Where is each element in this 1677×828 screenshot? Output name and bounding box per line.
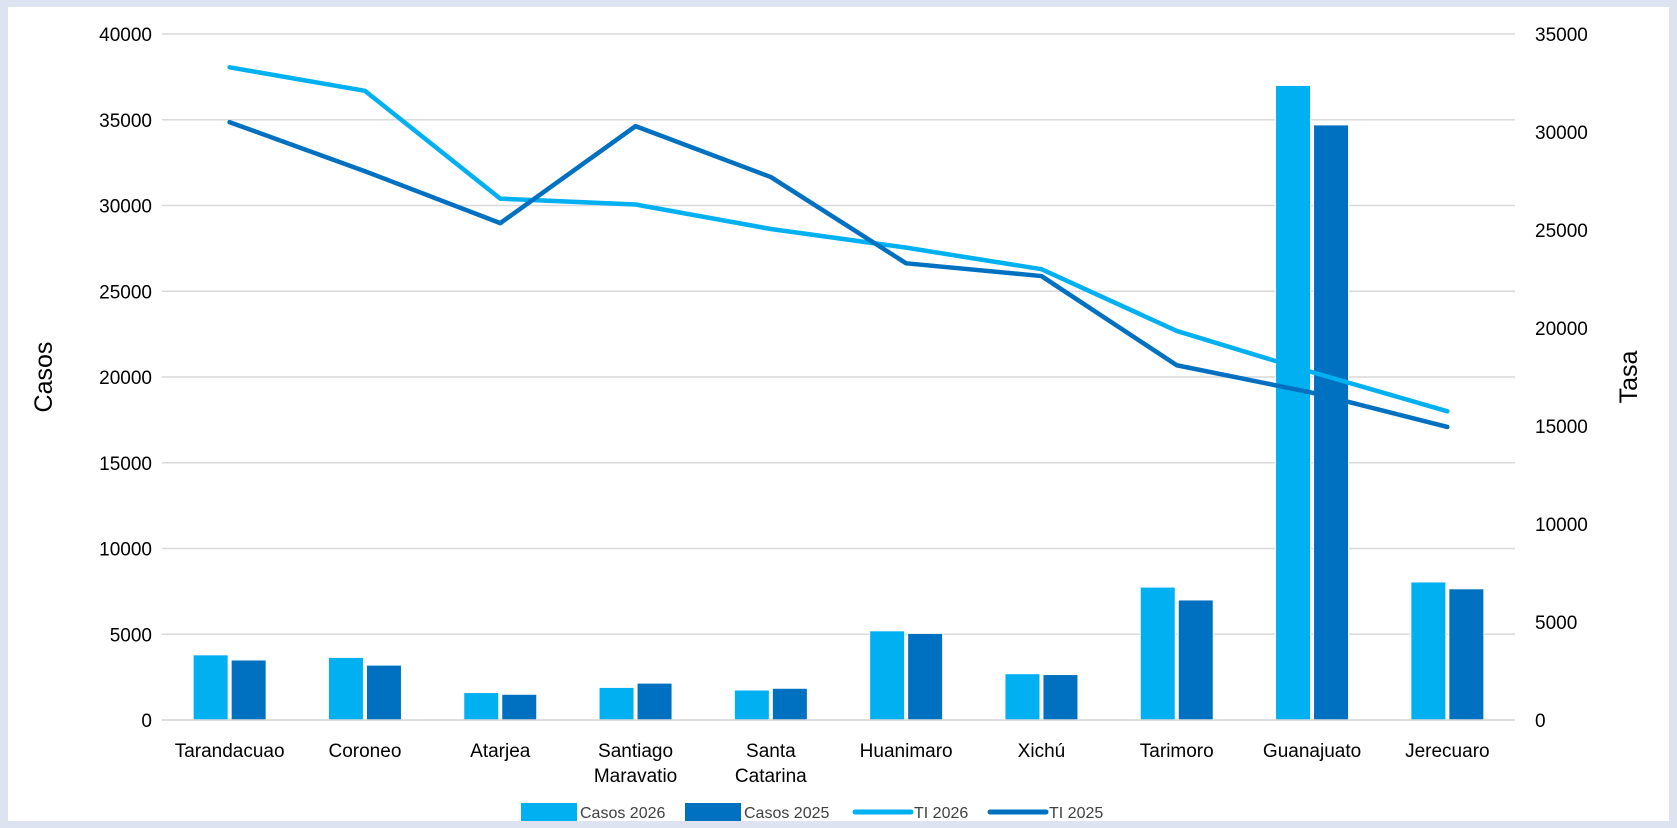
x-tick-label-line: Guanajuato [1263,741,1361,762]
y-tick-label: 25000 [99,282,152,303]
x-tick-label-line: Tarimoro [1140,741,1214,762]
x-tick-label: Santa Catarina [735,741,807,787]
bar-casos-2026 [1004,673,1041,721]
legend-swatch [685,803,741,821]
line-ti-2026 [227,65,1450,414]
x-tick-label: Guanajuato [1263,741,1361,762]
y-tick-label: 20000 [99,368,152,389]
bar-casos-2026 [869,630,906,721]
y2-tick-label: 0 [1535,711,1546,732]
bar-casos-2026 [327,656,364,721]
y2-tick-label: 15000 [1535,417,1588,438]
x-tick-label: Coroneo [329,741,402,762]
y-tick-label: 15000 [99,454,152,475]
x-tick-label: Jerecuaro [1405,741,1490,762]
y2-tick-label: 35000 [1535,25,1588,46]
bar-casos-2025 [230,659,267,721]
bar-casos-2025 [1313,124,1350,721]
bar-casos-2026 [1410,581,1447,721]
legend-label: TI 2026 [914,805,968,822]
bar-casos-2026 [192,654,229,721]
x-tick-label: Santiago Maravatio [594,741,677,787]
legend-swatch [521,803,577,821]
x-tick-label-line: Jerecuaro [1405,741,1490,762]
bar-casos-2026 [463,692,500,721]
x-tick-label-line: Xichú [1018,741,1066,762]
bar-casos-2026 [598,686,635,721]
x-tick-label: Atarjea [470,741,531,762]
y-tick-label: 35000 [99,111,152,132]
y2-tick-label: 20000 [1535,319,1588,340]
x-tick-label-line: Catarina [735,766,807,787]
bar-casos-2025 [501,693,538,721]
x-tick-label-line: Santa [746,741,796,762]
x-tick-label-line: Tarandacuao [175,741,285,762]
x-tick-label-line: Huanimaro [860,741,953,762]
bar-casos-2026 [1275,84,1312,721]
bar-casos-2025 [636,682,673,721]
line-ti-2025 [227,119,1450,430]
bar-casos-2025 [365,664,402,721]
y2-tick-label: 10000 [1535,515,1588,536]
x-tick-label: Xichú [1018,741,1066,762]
bar-casos-2025 [907,632,944,721]
bar-casos-2025 [771,687,808,721]
x-tick-label: Tarimoro [1140,741,1214,762]
y-axis-title: Casos [30,342,58,413]
y2-axis-title: Tasa [1615,351,1643,404]
bar-casos-2026 [1139,586,1176,721]
x-tick-label-line: Maravatio [594,766,677,787]
legend-label: TI 2025 [1049,805,1103,822]
y-tick-label: 10000 [99,540,152,561]
y-tick-label: 0 [141,711,152,732]
bar-casos-2025 [1448,588,1485,721]
legend-label: Casos 2026 [580,805,665,822]
legend-label: Casos 2025 [744,805,829,822]
x-tick-label-line: Coroneo [329,741,402,762]
y-tick-label: 5000 [110,625,152,646]
bar-casos-2025 [1042,674,1079,721]
x-tick-label: Huanimaro [860,741,953,762]
x-tick-label-line: Santiago [598,741,673,762]
y-tick-label: 30000 [99,197,152,218]
x-tick-label: Tarandacuao [175,741,285,762]
bar-casos-2026 [733,689,770,721]
y2-tick-label: 30000 [1535,123,1588,144]
y2-tick-label: 5000 [1535,613,1577,634]
x-tick-label-line: Atarjea [470,741,531,762]
bar-casos-2025 [1177,599,1214,721]
y-tick-label: 40000 [99,25,152,46]
y2-tick-label: 25000 [1535,221,1588,242]
